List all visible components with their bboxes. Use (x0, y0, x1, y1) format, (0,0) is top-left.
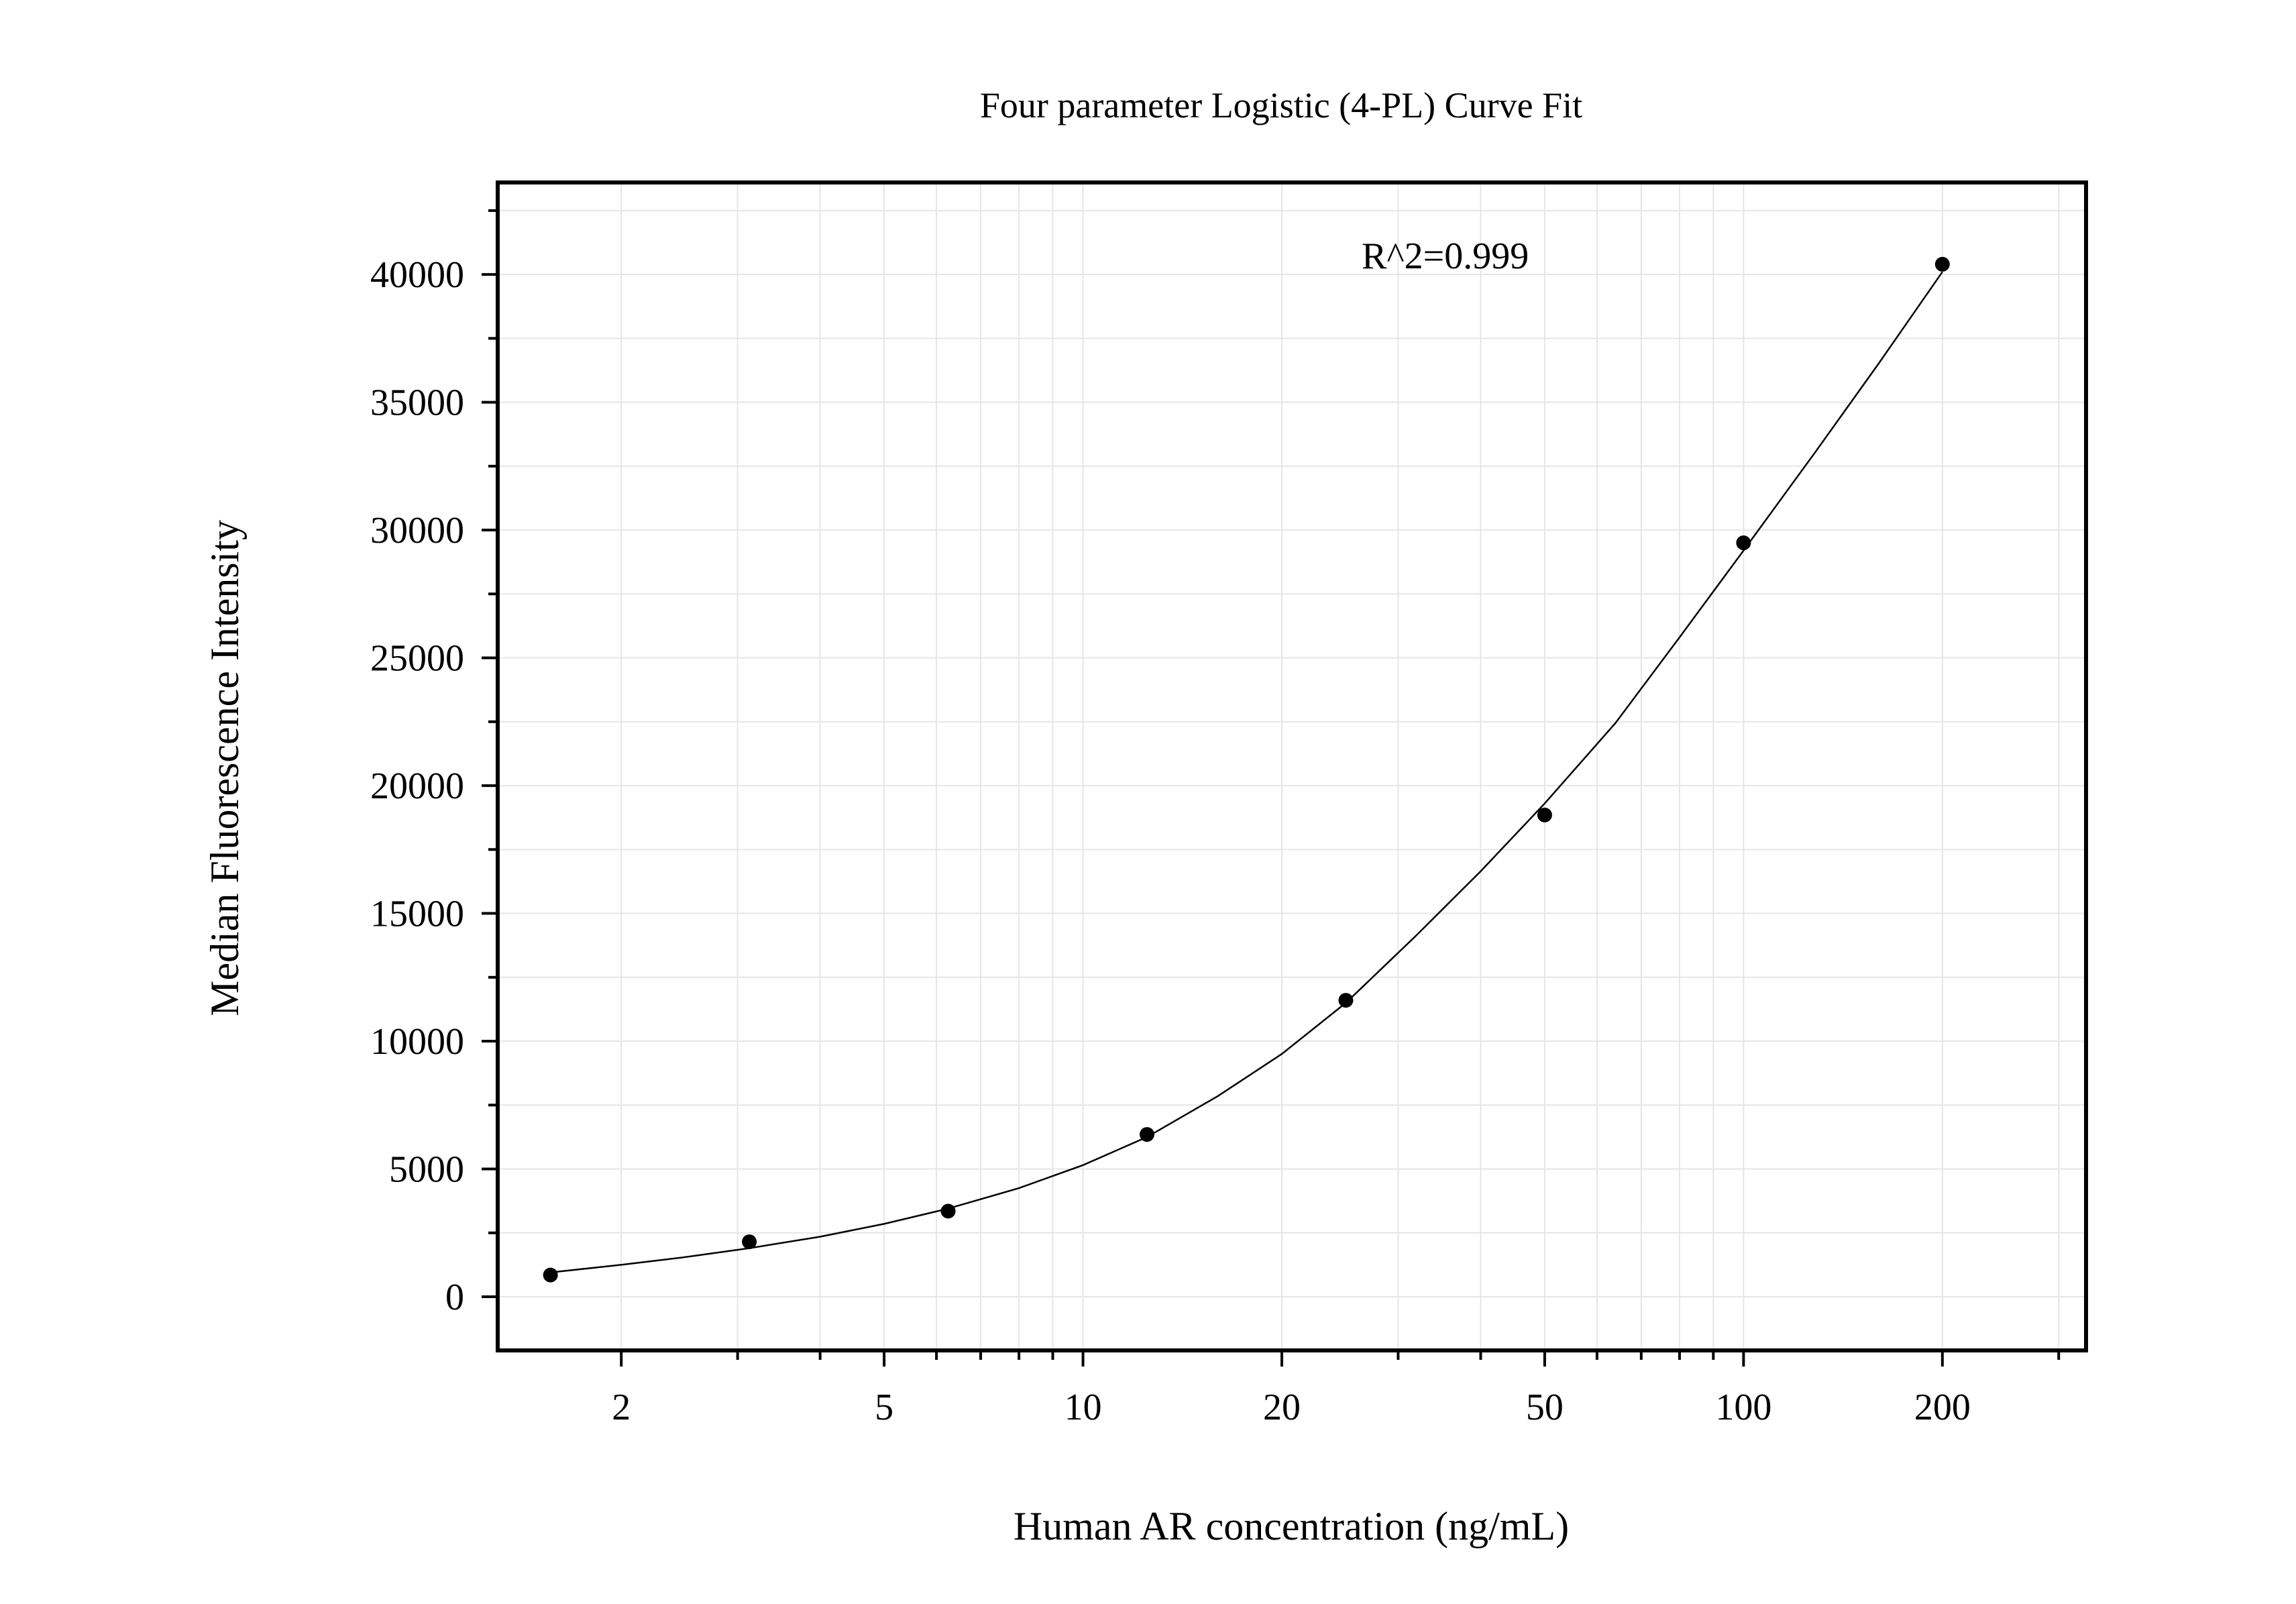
y-tick-label: 25000 (370, 638, 464, 680)
data-point (940, 1204, 956, 1219)
data-point (1140, 1127, 1155, 1142)
chart-title: Four parameter Logistic (4-PL) Curve Fit (980, 85, 1582, 125)
y-tick-label: 30000 (370, 510, 464, 551)
data-point (742, 1234, 757, 1250)
axes (496, 180, 2088, 1352)
x-tick-label: 200 (1914, 1387, 1971, 1428)
ticks: 2 5 10 20 50 100 200 0 5000 10000 15000 20000 25000 3… (370, 209, 2061, 1428)
y-tick-label: 15000 (370, 894, 464, 935)
y-tick-label: 0 (445, 1277, 464, 1318)
data-points (543, 256, 1950, 1283)
y-tick-label: 5000 (389, 1149, 464, 1191)
fit-curve-line (550, 271, 1943, 1274)
y-tick-label: 20000 (370, 765, 464, 807)
data-point (1736, 535, 1751, 551)
r-squared-annotation: R^2=0.999 (1362, 235, 1529, 277)
y-axis-label: Median Fluorescence Intensity (203, 520, 247, 1016)
grid (498, 182, 2086, 1350)
data-point (543, 1267, 558, 1283)
y-tick-label: 10000 (370, 1021, 464, 1063)
y-tick-label: 40000 (370, 254, 464, 296)
x-tick-label: 2 (612, 1387, 631, 1428)
plot-frame (496, 180, 2088, 1352)
x-tick-label: 100 (1715, 1387, 1771, 1428)
x-tick-label: 5 (875, 1387, 893, 1428)
data-point (1338, 993, 1354, 1008)
data-point (1537, 807, 1552, 822)
x-axis-label: Human AR concentration (ng/mL) (1014, 1504, 1569, 1548)
x-tick-label: 10 (1064, 1387, 1102, 1428)
data-point (1934, 256, 1950, 272)
x-tick-label: 50 (1526, 1387, 1564, 1428)
fit-curve-layer (550, 271, 1943, 1274)
x-tick-label: 20 (1263, 1387, 1301, 1428)
y-tick-label: 35000 (370, 382, 464, 424)
